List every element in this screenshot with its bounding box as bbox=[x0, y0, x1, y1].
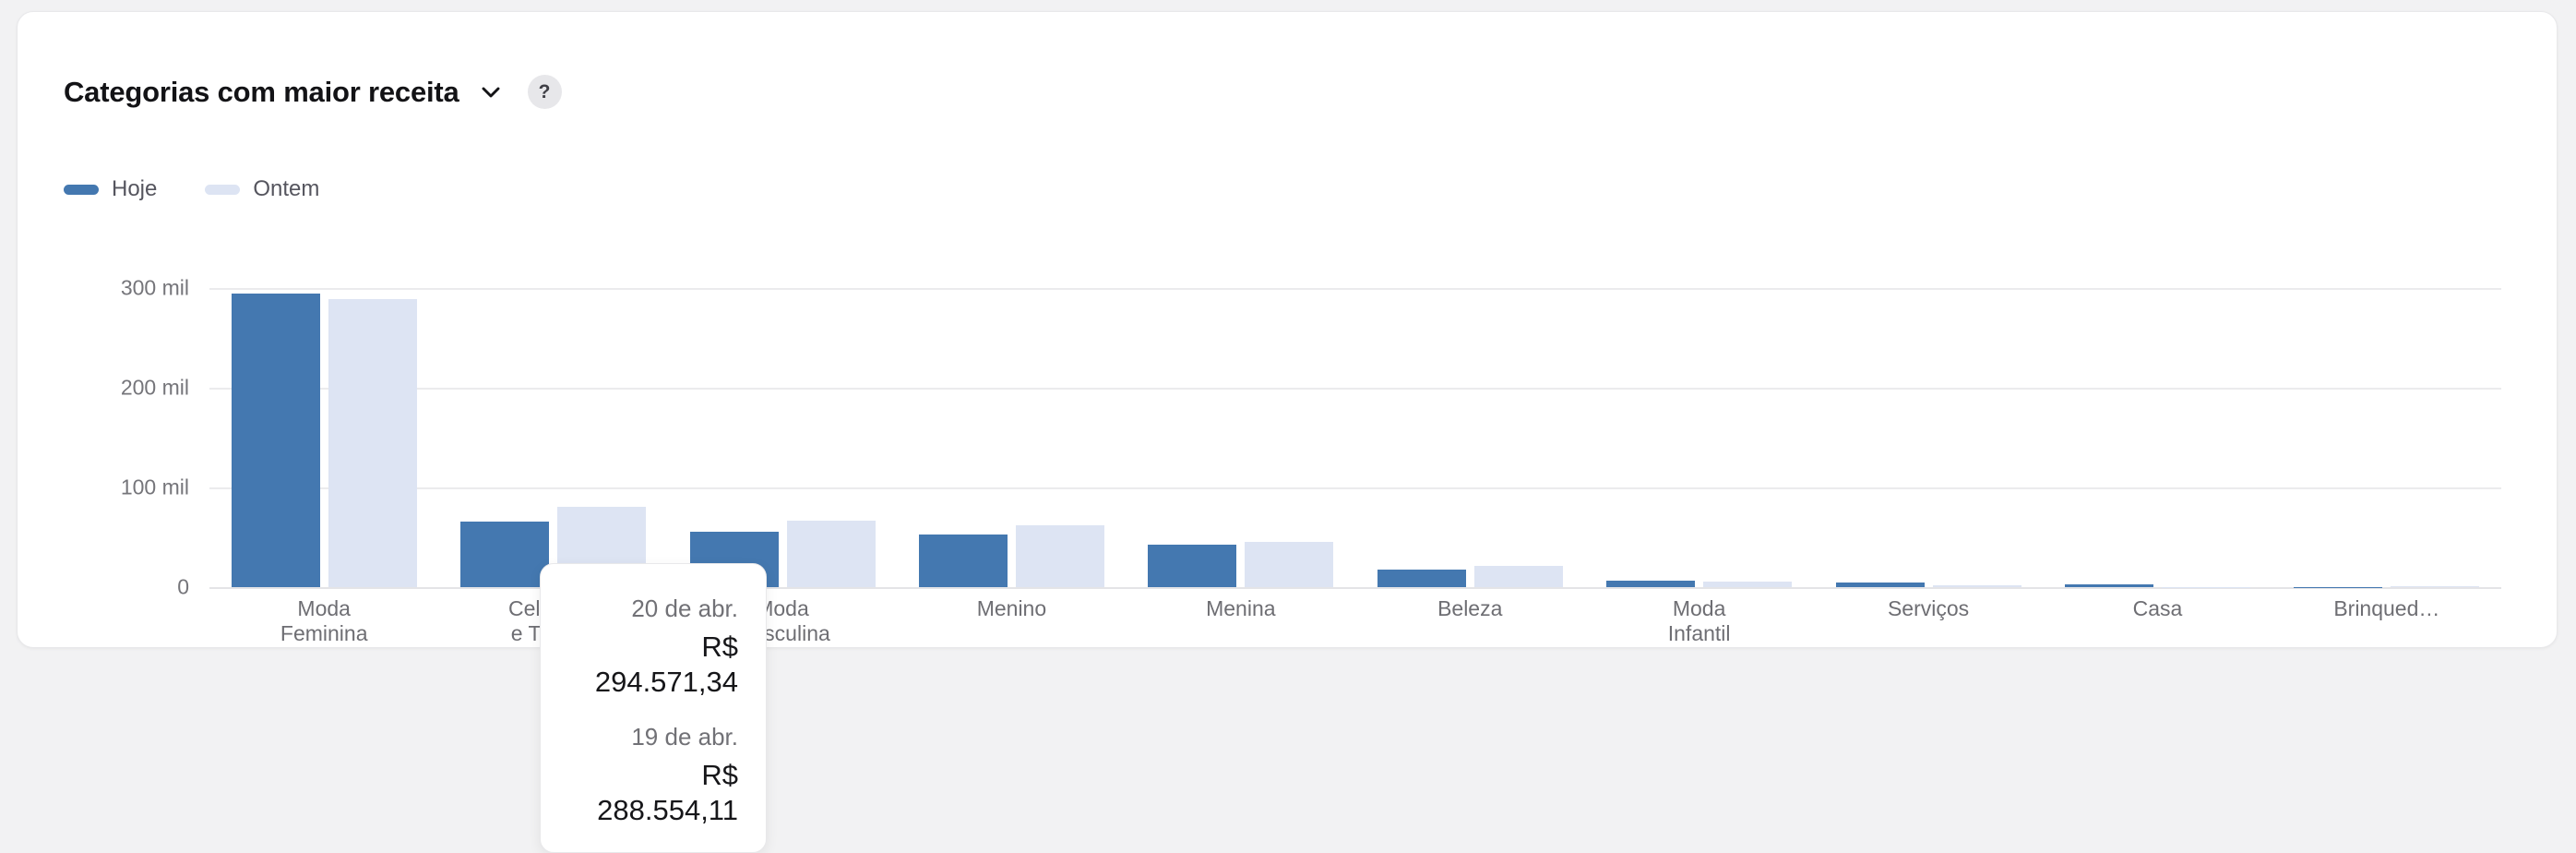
bar-ontem[interactable] bbox=[2391, 585, 2480, 587]
gridline bbox=[209, 388, 2501, 390]
card-title: Categorias com maior receita bbox=[64, 75, 459, 108]
chevron-down-icon[interactable] bbox=[476, 78, 506, 107]
chart-tooltip: 20 de abr. R$ 294.571,34 19 de abr. R$ 2… bbox=[540, 563, 767, 853]
bar-hoje[interactable] bbox=[2294, 586, 2383, 587]
category-slot bbox=[1814, 288, 2043, 587]
bar-hoje[interactable] bbox=[1377, 569, 1466, 587]
y-axis-tick-label: 300 mil bbox=[120, 275, 189, 300]
category-slot bbox=[2043, 288, 2272, 587]
y-axis-tick-label: 0 bbox=[177, 574, 189, 599]
tooltip-date: 19 de abr. bbox=[631, 723, 738, 751]
bar-ontem[interactable] bbox=[1703, 581, 1793, 587]
legend-item-hoje[interactable]: Hoje bbox=[64, 176, 157, 202]
category-slot bbox=[897, 288, 1126, 587]
card-header: Categorias com maior receita ? bbox=[64, 75, 562, 109]
x-axis-category-label: Menina bbox=[1206, 596, 1276, 620]
y-axis-tick-label: 200 mil bbox=[120, 375, 189, 400]
legend-swatch-icon bbox=[205, 184, 241, 195]
x-axis-category-label: Brinqued… bbox=[2333, 596, 2440, 620]
tooltip-value: R$ 288.554,11 bbox=[597, 759, 738, 826]
revenue-categories-card: Categorias com maior receita ? Hoje Ontem… bbox=[17, 11, 2558, 853]
bar-ontem[interactable] bbox=[1015, 525, 1104, 587]
x-axis-category-label: Menino bbox=[976, 596, 1047, 620]
y-axis-tick-label: 100 mil bbox=[120, 475, 189, 499]
category-slot bbox=[438, 288, 667, 587]
bar-hoje[interactable] bbox=[460, 521, 550, 587]
bar-ontem[interactable] bbox=[328, 299, 417, 587]
x-axis-category-label: Moda Feminina bbox=[280, 596, 368, 645]
x-axis-category-label: Beleza bbox=[1437, 596, 1503, 620]
bar-ontem[interactable] bbox=[786, 520, 876, 587]
legend-item-ontem[interactable]: Ontem bbox=[205, 176, 319, 202]
bar-hoje[interactable] bbox=[2064, 583, 2153, 587]
category-slot bbox=[209, 288, 438, 587]
chart-legend: Hoje Ontem bbox=[64, 176, 319, 202]
bar-hoje[interactable] bbox=[918, 534, 1008, 587]
category-slot bbox=[1127, 288, 1355, 587]
tooltip-entry: 19 de abr. R$ 288.554,11 bbox=[563, 722, 738, 828]
bar-ontem[interactable] bbox=[1473, 566, 1563, 587]
x-axis-category-label: Casa bbox=[2132, 596, 2183, 620]
bar-ontem[interactable] bbox=[2161, 586, 2250, 587]
category-slot bbox=[668, 288, 897, 587]
tooltip-value: R$ 294.571,34 bbox=[594, 631, 738, 698]
x-axis-category-label: Moda Infantil bbox=[1667, 596, 1731, 645]
legend-label: Hoje bbox=[112, 176, 158, 201]
x-axis-category-label: Serviços bbox=[1887, 596, 1970, 620]
tooltip-entry: 20 de abr. R$ 294.571,34 bbox=[563, 594, 738, 700]
bar-hoje[interactable] bbox=[1835, 582, 1925, 587]
category-slot bbox=[1584, 288, 1813, 587]
category-slot bbox=[2272, 288, 2501, 587]
chart-bars bbox=[209, 288, 2501, 587]
tooltip-date: 20 de abr. bbox=[631, 595, 738, 622]
bar-ontem[interactable] bbox=[1932, 585, 2021, 587]
bar-hoje[interactable] bbox=[231, 293, 320, 587]
gridline bbox=[209, 288, 2501, 290]
category-slot bbox=[1355, 288, 1584, 587]
bar-hoje[interactable] bbox=[1148, 544, 1237, 587]
bar-ontem[interactable] bbox=[1245, 542, 1334, 587]
legend-swatch-icon bbox=[64, 184, 99, 195]
gridline bbox=[209, 487, 2501, 489]
gridline bbox=[209, 587, 2501, 589]
legend-label: Ontem bbox=[253, 176, 320, 201]
help-icon[interactable]: ? bbox=[527, 75, 562, 109]
bar-hoje[interactable] bbox=[1606, 581, 1696, 587]
